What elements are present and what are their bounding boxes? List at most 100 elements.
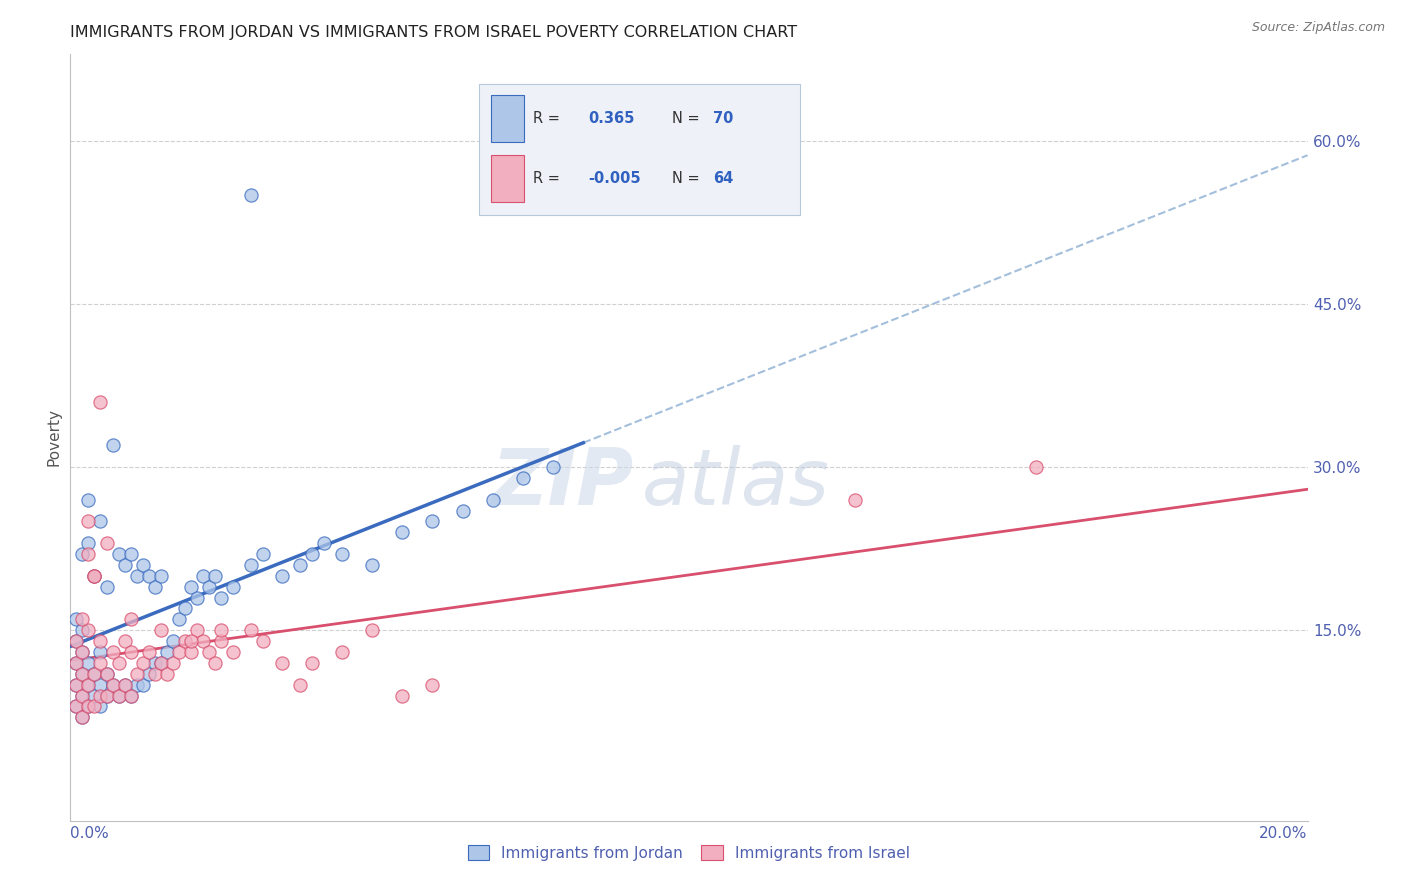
Point [65,656,87,670]
Point [96,666,118,681]
Point [180,580,202,594]
Point [222,645,245,659]
Point [391,525,413,540]
Point [120,645,142,659]
Point [288,558,311,572]
Point [65,634,87,648]
Point [209,591,232,605]
Point [96,536,118,550]
Point [107,689,129,703]
Point [301,656,323,670]
Point [120,547,142,561]
Point [222,580,245,594]
Point [65,699,87,714]
Point [72,645,94,659]
Point [125,666,148,681]
Point [77,492,100,507]
Point [65,678,87,692]
Point [240,624,263,638]
Point [72,710,94,724]
Point [72,666,94,681]
Point [89,394,111,409]
Point [120,689,142,703]
Point [174,601,197,615]
Point [180,645,202,659]
Point [83,569,105,583]
Point [114,678,136,692]
Point [83,666,105,681]
Point [143,656,166,670]
Point [149,656,172,670]
Point [96,689,118,703]
Point [138,666,160,681]
Point [72,666,94,681]
Text: 20.0%: 20.0% [1260,826,1308,841]
Point [101,645,124,659]
Point [191,634,214,648]
Point [89,689,111,703]
Point [143,580,166,594]
Point [361,624,384,638]
Point [107,656,129,670]
Point [65,656,87,670]
Point [65,678,87,692]
Point [77,656,100,670]
Text: IMMIGRANTS FROM JORDAN VS IMMIGRANTS FROM ISRAEL POVERTY CORRELATION CHART: IMMIGRANTS FROM JORDAN VS IMMIGRANTS FRO… [70,25,797,40]
Point [72,624,94,638]
Point [167,612,190,626]
Point [844,492,866,507]
Point [77,624,100,638]
Point [125,569,148,583]
Point [209,624,232,638]
Point [107,689,129,703]
Point [481,492,503,507]
Point [156,666,179,681]
Point [72,547,94,561]
Point [149,569,172,583]
Point [252,547,274,561]
Point [89,634,111,648]
Point [132,656,155,670]
Legend: Immigrants from Jordan, Immigrants from Israel: Immigrants from Jordan, Immigrants from … [461,839,917,867]
Point [89,699,111,714]
Point [422,678,444,692]
Point [252,634,274,648]
Y-axis label: Poverty: Poverty [46,408,62,467]
Point [162,656,184,670]
Point [77,547,100,561]
Point [96,580,118,594]
Point [77,678,100,692]
Point [186,624,208,638]
Point [330,547,353,561]
Point [240,188,263,202]
Point [65,612,87,626]
Point [138,645,160,659]
Point [83,569,105,583]
Point [162,634,184,648]
Point [180,634,202,648]
Point [512,471,534,485]
Point [132,558,155,572]
Point [89,645,111,659]
Point [114,678,136,692]
Point [422,515,444,529]
Point [89,515,111,529]
Point [83,666,105,681]
Point [77,678,100,692]
Point [270,656,292,670]
Point [167,645,190,659]
Point [89,678,111,692]
Point [65,634,87,648]
Point [72,645,94,659]
Point [204,569,226,583]
Point [101,678,124,692]
Point [1025,460,1047,475]
Point [77,536,100,550]
Point [541,460,564,475]
Text: ZIP: ZIP [491,445,633,521]
Point [107,547,129,561]
Point [149,656,172,670]
Point [120,612,142,626]
Point [101,438,124,452]
Point [114,558,136,572]
